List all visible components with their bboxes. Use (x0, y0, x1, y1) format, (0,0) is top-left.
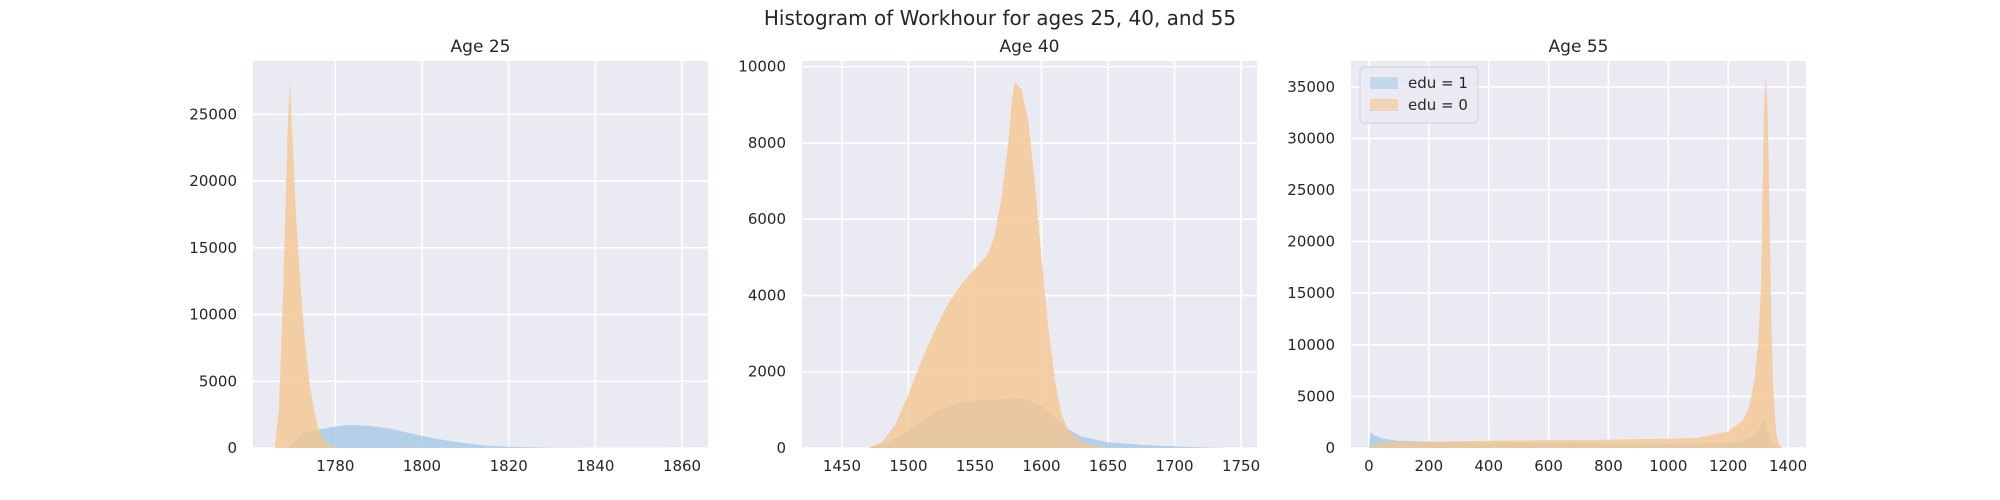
y-tick-label: 15000 (189, 239, 237, 257)
x-tick-label: 1780 (316, 457, 354, 475)
y-tick-label: 15000 (1287, 284, 1335, 302)
x-tick-label: 1450 (823, 457, 861, 475)
x-tick-label: 1550 (956, 457, 994, 475)
legend-label: edu = 1 (1408, 74, 1468, 92)
y-tick-label: 10000 (1287, 336, 1335, 354)
legend-swatch (1370, 99, 1398, 111)
y-tick-label: 4000 (748, 286, 786, 304)
x-tick-label: 1000 (1649, 457, 1687, 475)
y-tick-label: 25000 (1287, 181, 1335, 199)
y-tick-label: 30000 (1287, 129, 1335, 147)
subplot-title: Age 55 (1549, 37, 1609, 57)
x-tick-label: 1700 (1155, 457, 1193, 475)
x-tick-label: 1650 (1089, 457, 1127, 475)
plot-area-1 (253, 61, 708, 448)
x-tick-label: 1860 (663, 457, 701, 475)
x-tick-label: 400 (1474, 457, 1503, 475)
figure-title: Histogram of Workhour for ages 25, 40, a… (763, 6, 1237, 30)
legend-label: edu = 0 (1408, 96, 1468, 114)
series-area-edu0 (274, 81, 344, 448)
x-tick-label: 600 (1534, 457, 1563, 475)
y-tick-label: 35000 (1287, 78, 1335, 96)
y-tick-label: 8000 (748, 134, 786, 152)
x-tick-label: 1400 (1769, 457, 1807, 475)
y-tick-label: 20000 (1287, 233, 1335, 251)
subplot-title: Age 25 (451, 37, 511, 57)
y-tick-label: 6000 (748, 210, 786, 228)
x-tick-label: 1500 (889, 457, 927, 475)
y-tick-label: 10000 (189, 306, 237, 324)
y-tick-label: 10000 (738, 58, 786, 76)
x-tick-label: 1600 (1022, 457, 1060, 475)
x-tick-label: 1800 (403, 457, 441, 475)
x-tick-label: 1200 (1709, 457, 1747, 475)
y-tick-label: 5000 (199, 372, 237, 390)
y-tick-label: 0 (776, 439, 786, 457)
y-tick-label: 25000 (189, 105, 237, 123)
legend-swatch (1370, 77, 1398, 89)
series-area-edu1 (287, 425, 682, 448)
x-tick-label: 1750 (1222, 457, 1260, 475)
plot-area-3 (1351, 61, 1806, 448)
x-tick-label: 0 (1364, 457, 1374, 475)
subplot-title: Age 40 (1000, 37, 1060, 57)
x-tick-label: 200 (1415, 457, 1444, 475)
y-tick-label: 5000 (1297, 387, 1335, 405)
y-tick-label: 0 (1325, 439, 1335, 457)
x-tick-label: 1820 (490, 457, 528, 475)
x-tick-label: 800 (1594, 457, 1623, 475)
y-tick-label: 0 (227, 439, 237, 457)
x-tick-label: 1840 (576, 457, 614, 475)
series-area-edu0 (868, 82, 1108, 448)
y-tick-label: 20000 (189, 172, 237, 190)
y-tick-label: 2000 (748, 363, 786, 381)
